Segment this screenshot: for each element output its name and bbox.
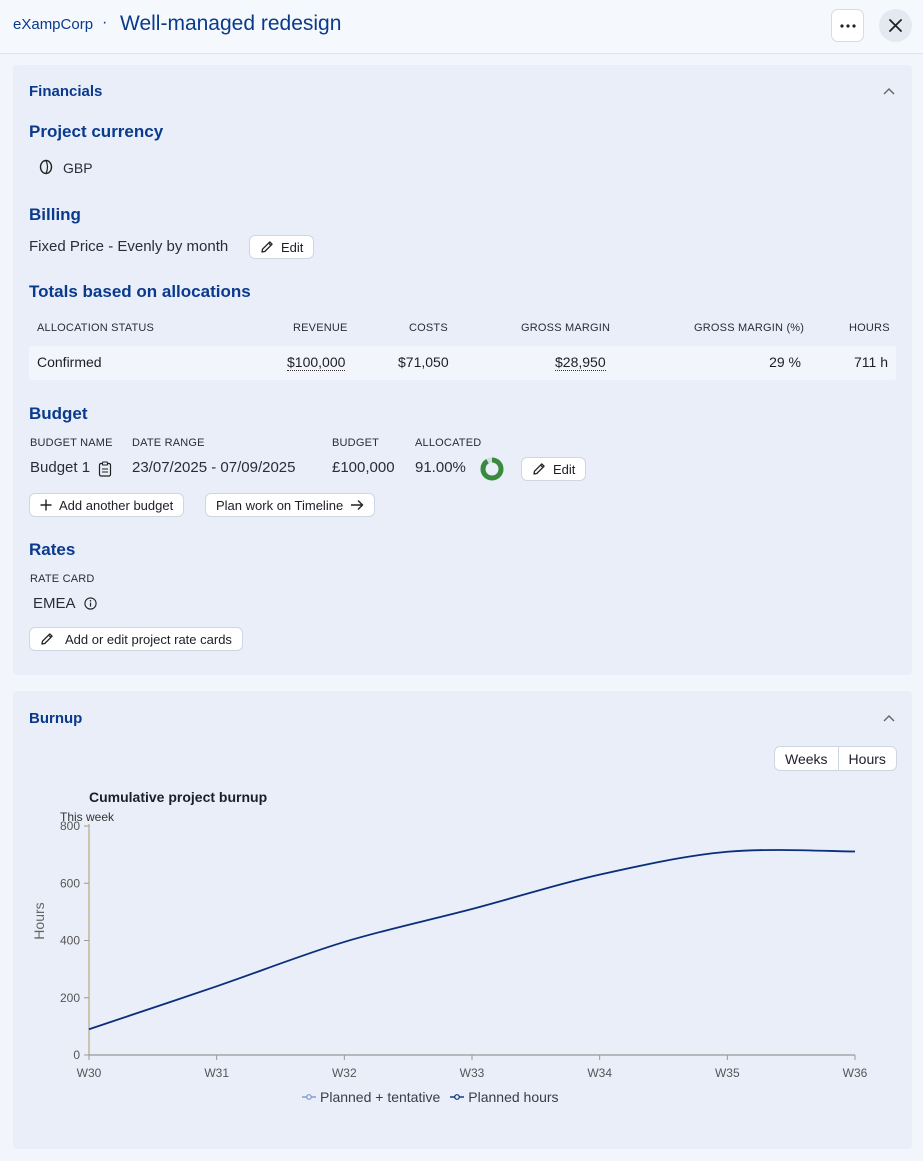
billing-value: Fixed Price - Evenly by month bbox=[29, 238, 229, 255]
edit-billing-label: Edit bbox=[281, 239, 304, 255]
info-icon[interactable] bbox=[84, 597, 97, 610]
legend-line-marker bbox=[450, 1094, 465, 1100]
rate-card-value: EMEA bbox=[33, 595, 76, 612]
series-line-planned-tentative[interactable] bbox=[88, 849, 856, 1030]
financials-panel: Financials Project currency GBP Billing … bbox=[13, 65, 912, 675]
y-tick-label: 800 bbox=[60, 819, 80, 833]
toggle-hours[interactable]: Hours bbox=[837, 747, 896, 770]
budget-amount: £100,000 bbox=[332, 459, 395, 476]
arrow-right-icon bbox=[351, 500, 364, 510]
pencil-icon bbox=[533, 463, 545, 475]
legend-item[interactable]: Planned + tentative bbox=[302, 1089, 440, 1105]
pencil-icon bbox=[261, 241, 273, 253]
x-tick-label: W36 bbox=[843, 1066, 868, 1080]
dialog-header: eXampCorp · Well-managed redesign bbox=[0, 0, 923, 54]
burnup-panel: Burnup bbox=[13, 691, 912, 1149]
more-options-button[interactable] bbox=[831, 9, 864, 42]
currency-heading: Project currency bbox=[29, 122, 164, 141]
allocated-label: ALLOCATED bbox=[415, 437, 482, 449]
chevron-up-icon[interactable] bbox=[882, 84, 896, 98]
cell-costs: $71,050 bbox=[398, 354, 449, 370]
burnup-title[interactable]: Burnup bbox=[29, 710, 83, 727]
col-hours: HOURS bbox=[849, 322, 890, 334]
x-tick-label: W32 bbox=[332, 1066, 357, 1080]
edit-budget-label: Edit bbox=[553, 461, 576, 477]
cell-status: Confirmed bbox=[37, 354, 102, 370]
budget-amount-label: BUDGET bbox=[332, 437, 380, 449]
plan-timeline-label: Plan work on Timeline bbox=[216, 497, 344, 513]
close-icon bbox=[889, 19, 902, 32]
budget-name-label: BUDGET NAME bbox=[30, 437, 113, 449]
totals-heading: Totals based on allocations bbox=[29, 282, 251, 301]
close-button[interactable] bbox=[879, 9, 912, 42]
table-row bbox=[29, 346, 896, 380]
col-revenue: REVENUE bbox=[293, 322, 348, 334]
clipboard-icon[interactable] bbox=[98, 461, 112, 477]
edit-billing-button[interactable]: Edit bbox=[249, 235, 315, 259]
budget-name: Budget 1 bbox=[30, 459, 91, 476]
budget-date-range: 23/07/2025 - 07/09/2025 bbox=[132, 459, 296, 476]
budget-heading: Budget bbox=[29, 404, 88, 423]
currency-value: GBP bbox=[63, 160, 93, 176]
col-gross-margin-pct: GROSS MARGIN (%) bbox=[694, 322, 805, 334]
plan-timeline-button[interactable]: Plan work on Timeline bbox=[205, 493, 376, 517]
col-costs: COSTS bbox=[409, 322, 448, 334]
x-tick-label: W33 bbox=[460, 1066, 485, 1080]
date-range-label: DATE RANGE bbox=[132, 437, 205, 449]
add-budget-label: Add another budget bbox=[59, 497, 174, 513]
cell-revenue[interactable]: $100,000 bbox=[287, 354, 346, 371]
title-separator: · bbox=[102, 14, 108, 31]
legend-label: Planned hours bbox=[468, 1089, 559, 1105]
burnup-toggle: Weeks Hours bbox=[774, 746, 897, 771]
legend-label: Planned + tentative bbox=[320, 1089, 441, 1105]
y-tick-label: 400 bbox=[60, 934, 80, 948]
ellipsis-icon bbox=[839, 23, 856, 28]
y-tick-label: 0 bbox=[73, 1048, 80, 1062]
y-tick-label: 200 bbox=[60, 991, 80, 1005]
x-tick-label: W30 bbox=[77, 1066, 102, 1080]
page-title: Well-managed redesign bbox=[120, 12, 342, 35]
pencil-icon bbox=[41, 633, 53, 645]
budget-allocated: 91.00% bbox=[415, 459, 466, 476]
col-gross-margin: GROSS MARGIN bbox=[521, 322, 611, 334]
toggle-weeks[interactable]: Weeks bbox=[785, 750, 828, 767]
add-budget-button[interactable]: Add another budget bbox=[29, 493, 185, 517]
x-tick-label: W35 bbox=[715, 1066, 740, 1080]
edit-rate-cards-label: Add or edit project rate cards bbox=[65, 631, 232, 647]
x-tick-label: W31 bbox=[204, 1066, 229, 1080]
x-tick-label: W34 bbox=[587, 1066, 612, 1080]
chart-title: Cumulative project burnup bbox=[89, 789, 268, 805]
chevron-up-icon[interactable] bbox=[882, 711, 896, 725]
plus-icon bbox=[40, 499, 52, 511]
this-week-label: This week bbox=[60, 810, 115, 824]
coins-icon bbox=[39, 159, 53, 175]
edit-rate-cards-button[interactable]: Add or edit project rate cards bbox=[29, 627, 243, 651]
cell-gross-margin-pct: 29 % bbox=[769, 354, 801, 370]
allocation-ring bbox=[480, 457, 504, 481]
y-tick-label: 600 bbox=[60, 876, 80, 890]
series-line-planned-hours[interactable] bbox=[88, 849, 856, 1031]
legend-line-marker bbox=[302, 1094, 316, 1100]
billing-heading: Billing bbox=[29, 205, 81, 224]
org-name[interactable]: eXampCorp bbox=[13, 16, 94, 33]
y-axis-label: Hours bbox=[31, 902, 47, 939]
financials-title[interactable]: Financials bbox=[29, 83, 103, 100]
legend-item[interactable]: Planned hours bbox=[450, 1089, 559, 1105]
rates-heading: Rates bbox=[29, 540, 76, 559]
edit-budget-button[interactable]: Edit bbox=[521, 457, 587, 481]
rate-card-label: RATE CARD bbox=[30, 573, 95, 585]
col-allocation-status: ALLOCATION STATUS bbox=[37, 322, 155, 334]
cell-hours: 711 h bbox=[854, 354, 888, 370]
cell-gross-margin[interactable]: $28,950 bbox=[555, 354, 606, 371]
chart-legend: Planned + tentative Planned hours bbox=[302, 1089, 559, 1105]
